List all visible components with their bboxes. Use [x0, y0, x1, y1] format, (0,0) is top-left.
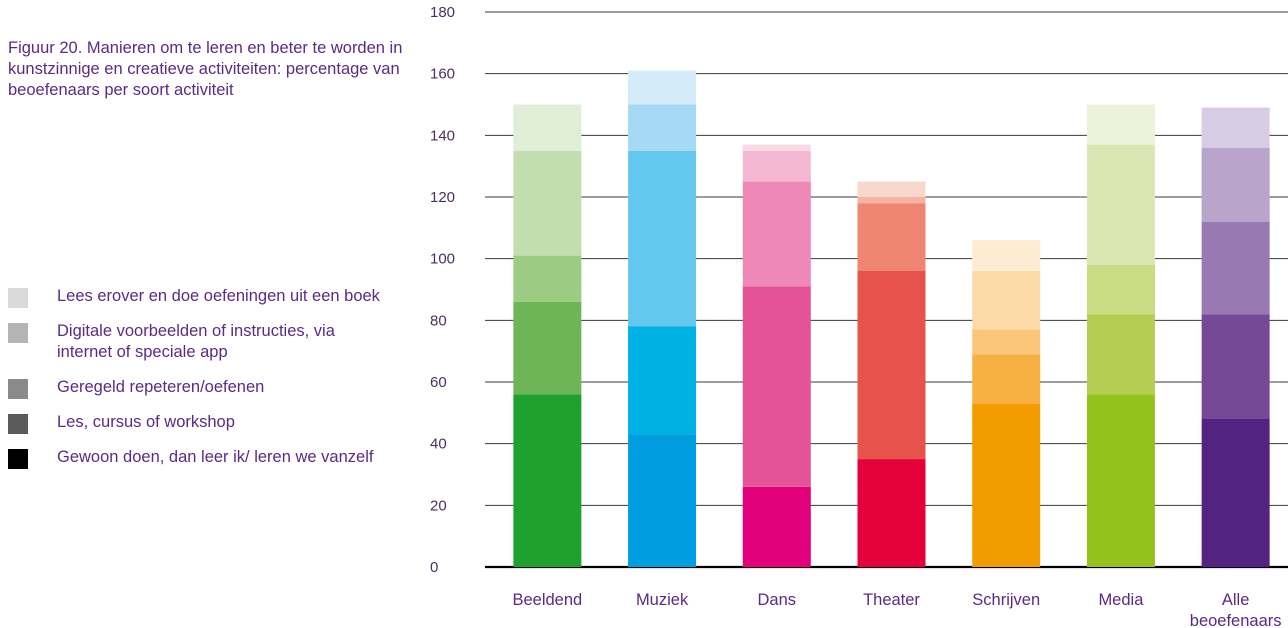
y-tick-label: 120 — [430, 189, 455, 206]
y-tick-label: 180 — [430, 4, 455, 21]
bar-segment — [857, 197, 926, 204]
bar-segment — [513, 150, 582, 256]
legend-swatch — [8, 288, 28, 308]
bar-segment — [1086, 104, 1155, 145]
chart-caption: Figuur 20. Manieren om te leren en beter… — [8, 39, 403, 99]
bar-segment — [628, 70, 697, 105]
legend-label: Digitale voorbeelden of instructies, via… — [57, 322, 335, 361]
bar-segment — [628, 150, 697, 327]
bar-segment — [742, 286, 811, 487]
bar-segment — [513, 255, 582, 302]
y-tick-label: 140 — [430, 127, 455, 144]
bar-segment — [972, 271, 1041, 330]
bar-segment — [513, 394, 582, 567]
bar-segment — [857, 181, 926, 197]
y-tick-label: 100 — [430, 251, 455, 268]
bar-segment — [1086, 144, 1155, 265]
bar-segment — [1086, 394, 1155, 567]
bar-segment — [1201, 147, 1270, 222]
bar-segment — [628, 326, 697, 435]
bar-segment — [1201, 107, 1270, 148]
bar-segment — [857, 271, 926, 460]
bar-segment — [972, 354, 1041, 404]
y-tick-label: 40 — [430, 436, 447, 453]
legend: Lees erover en doe oefeningen uit een bo… — [8, 286, 388, 482]
legend-item-gewoon-doen: Gewoon doen, dan leer ik/ leren we vanze… — [8, 447, 388, 469]
category-label: Media — [1098, 591, 1144, 609]
legend-item-digitaal: Digitale voorbeelden of instructies, via… — [8, 321, 388, 363]
bar-segment — [742, 150, 811, 182]
category-label: beoefenaars — [1190, 612, 1282, 628]
legend-label: Lees erover en doe oefeningen uit een bo… — [57, 287, 380, 305]
bar-segment — [513, 104, 582, 151]
bar-segment — [742, 144, 811, 151]
bar-segment — [857, 203, 926, 271]
bar-segment — [1201, 314, 1270, 419]
legend-label: Les, cursus of workshop — [57, 413, 235, 431]
bar-segment — [513, 301, 582, 395]
bar-segment — [628, 434, 697, 567]
y-tick-label: 160 — [430, 66, 455, 83]
y-tick-label: 80 — [430, 312, 447, 329]
legend-swatch — [8, 323, 28, 343]
bar-segment — [628, 104, 697, 151]
legend-item-repeteren: Geregeld repeteren/oefenen — [8, 377, 388, 399]
legend-label: Gewoon doen, dan leer ik/ leren we vanze… — [57, 448, 374, 466]
legend-label: Geregeld repeteren/oefenen — [57, 378, 265, 396]
bar-segment — [972, 329, 1041, 355]
legend-item-boek: Lees erover en doe oefeningen uit een bo… — [8, 286, 388, 308]
category-label: Dans — [758, 591, 797, 609]
category-label: Schrijven — [972, 591, 1040, 609]
bar-segment — [742, 181, 811, 287]
bar-segment — [1086, 264, 1155, 315]
legend-swatch — [8, 449, 28, 469]
y-tick-label: 60 — [430, 374, 447, 391]
category-label: Beeldend — [512, 591, 582, 609]
bar-segment — [1086, 314, 1155, 395]
y-tick-label: 20 — [430, 497, 447, 514]
legend-swatch — [8, 414, 28, 434]
bar-segment — [972, 240, 1041, 271]
bar-segment — [857, 459, 926, 567]
category-label: Muziek — [636, 591, 689, 609]
legend-swatch — [8, 379, 28, 399]
legend-item-les: Les, cursus of workshop — [8, 412, 388, 434]
category-label: Theater — [863, 591, 920, 609]
bar-segment — [742, 486, 811, 567]
bar-segment — [1201, 419, 1270, 567]
bar-segment — [1201, 221, 1270, 315]
bar-segment — [972, 403, 1041, 567]
y-tick-label: 0 — [430, 559, 438, 576]
category-label: Alle — [1222, 591, 1250, 609]
